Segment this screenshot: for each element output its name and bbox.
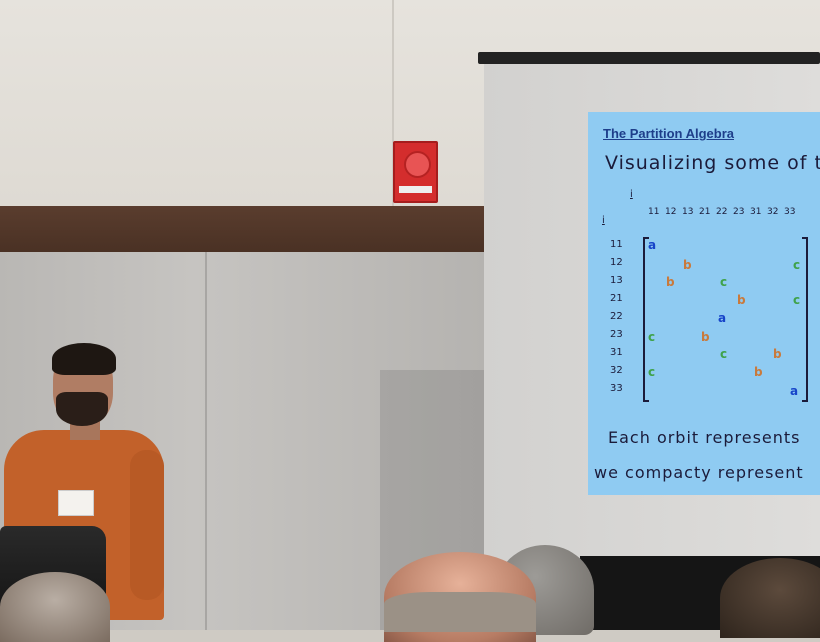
matrix-entry: a (648, 238, 657, 252)
speaker-arm (130, 450, 164, 600)
column-header: 22 (716, 207, 728, 217)
row-header: 13 (610, 275, 623, 286)
matrix-entry: c (720, 347, 728, 361)
speaker-hair (52, 343, 116, 375)
projected-slide: The Partition Algebra Visualizing some o… (588, 112, 820, 495)
column-header: 33 (784, 207, 796, 217)
row-header: 31 (610, 347, 623, 358)
matrix-entry: c (648, 330, 656, 344)
column-header: 11 (648, 207, 660, 217)
name-badge (58, 490, 94, 516)
matrix-entry: b (754, 365, 763, 379)
matrix-entry: b (773, 347, 782, 361)
wall-seam (392, 0, 394, 208)
alarm-label-plate (399, 186, 432, 193)
slide-footer-line-1: Each orbit represents (608, 428, 801, 447)
column-header: 32 (767, 207, 779, 217)
slide-title: The Partition Algebra (603, 126, 734, 141)
slide-footer-line-2: we compacty represent (594, 463, 804, 482)
slide-subtitle: Visualizing some of t (605, 152, 820, 174)
panel-seam (205, 252, 207, 630)
matrix-entry: c (793, 293, 801, 307)
fire-alarm (393, 141, 438, 203)
audience-head (0, 572, 110, 642)
row-header: 22 (610, 311, 623, 322)
column-header: 21 (699, 207, 711, 217)
matrix-entry: c (720, 275, 728, 289)
speaker-beard (56, 392, 108, 426)
row-header: 11 (610, 239, 623, 250)
matrix-entry: b (737, 293, 746, 307)
matrix-entry: a (790, 384, 799, 398)
column-header: 12 (665, 207, 677, 217)
audience-hair (384, 592, 536, 632)
matrix-left-bracket (643, 237, 649, 402)
matrix-entry: c (793, 258, 801, 272)
row-header: 23 (610, 329, 623, 340)
matrix-entry: c (648, 365, 656, 379)
screen-top-bar (478, 52, 820, 64)
left-index-label: i (602, 215, 605, 226)
matrix-right-bracket (802, 237, 808, 402)
column-header: 23 (733, 207, 745, 217)
alarm-strobe (404, 151, 431, 178)
matrix-entry: a (718, 311, 727, 325)
top-index-label: i (630, 189, 633, 200)
matrix-entry: b (701, 330, 710, 344)
wood-rail (0, 206, 484, 252)
row-header: 21 (610, 293, 623, 304)
row-header: 32 (610, 365, 623, 376)
column-header: 13 (682, 207, 694, 217)
audience-head (720, 558, 820, 638)
row-header: 33 (610, 383, 623, 394)
matrix-entry: b (683, 258, 692, 272)
matrix-entry: b (666, 275, 675, 289)
column-header: 31 (750, 207, 762, 217)
row-header: 12 (610, 257, 623, 268)
